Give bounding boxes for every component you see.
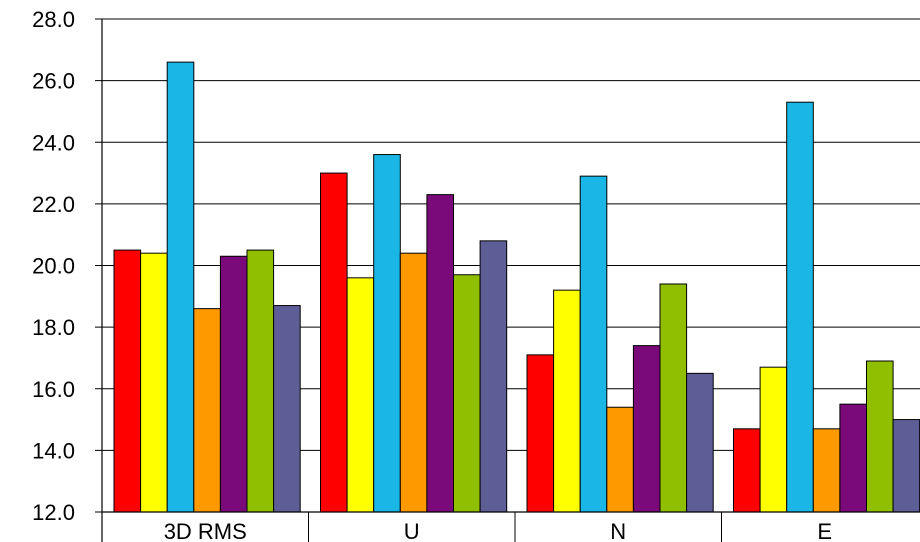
y-tick-label: 14.0 xyxy=(32,438,75,463)
bar xyxy=(839,403,868,513)
y-tick-label: 12.0 xyxy=(32,500,75,525)
x-category-label: E xyxy=(817,519,832,542)
bar xyxy=(526,354,555,513)
bar xyxy=(373,154,401,513)
bar xyxy=(273,305,301,513)
y-axis-ticks: 12.0 14.0 16.0 18.0 20.0 22.0 24.0 26.0 28.0 xyxy=(32,7,102,525)
bar xyxy=(553,289,581,513)
bar xyxy=(479,240,508,513)
bar xyxy=(579,175,608,513)
bar xyxy=(246,249,275,513)
bar xyxy=(320,172,348,513)
y-tick-label: 22.0 xyxy=(32,192,75,217)
bar xyxy=(426,194,454,513)
y-tick-label: 28.0 xyxy=(32,7,75,32)
bar xyxy=(193,308,221,513)
bar xyxy=(606,406,634,513)
bar xyxy=(733,428,761,513)
y-tick-label: 20.0 xyxy=(32,254,75,279)
bar xyxy=(453,274,481,513)
y-tick-label: 18.0 xyxy=(32,315,75,340)
bar xyxy=(219,255,248,513)
axes xyxy=(101,19,920,542)
bars xyxy=(113,61,920,513)
x-category-label: 3D RMS xyxy=(164,519,247,542)
bar xyxy=(399,252,428,513)
bar xyxy=(759,366,788,513)
y-tick-label: 16.0 xyxy=(32,377,75,402)
bar xyxy=(686,372,714,513)
bar xyxy=(659,283,688,513)
bar xyxy=(140,252,168,513)
bar xyxy=(632,345,661,513)
bar xyxy=(892,419,920,513)
bar xyxy=(812,428,841,513)
y-tick-label: 24.0 xyxy=(32,130,75,155)
bar xyxy=(346,277,375,513)
bar xyxy=(166,61,195,513)
x-axis-categories: 3D RMS U N E xyxy=(164,519,832,542)
bar xyxy=(786,101,814,513)
x-category-label: U xyxy=(404,519,420,542)
y-tick-label: 26.0 xyxy=(32,69,75,94)
bar xyxy=(866,360,894,513)
bar xyxy=(113,249,142,513)
x-category-label: N xyxy=(610,519,626,542)
